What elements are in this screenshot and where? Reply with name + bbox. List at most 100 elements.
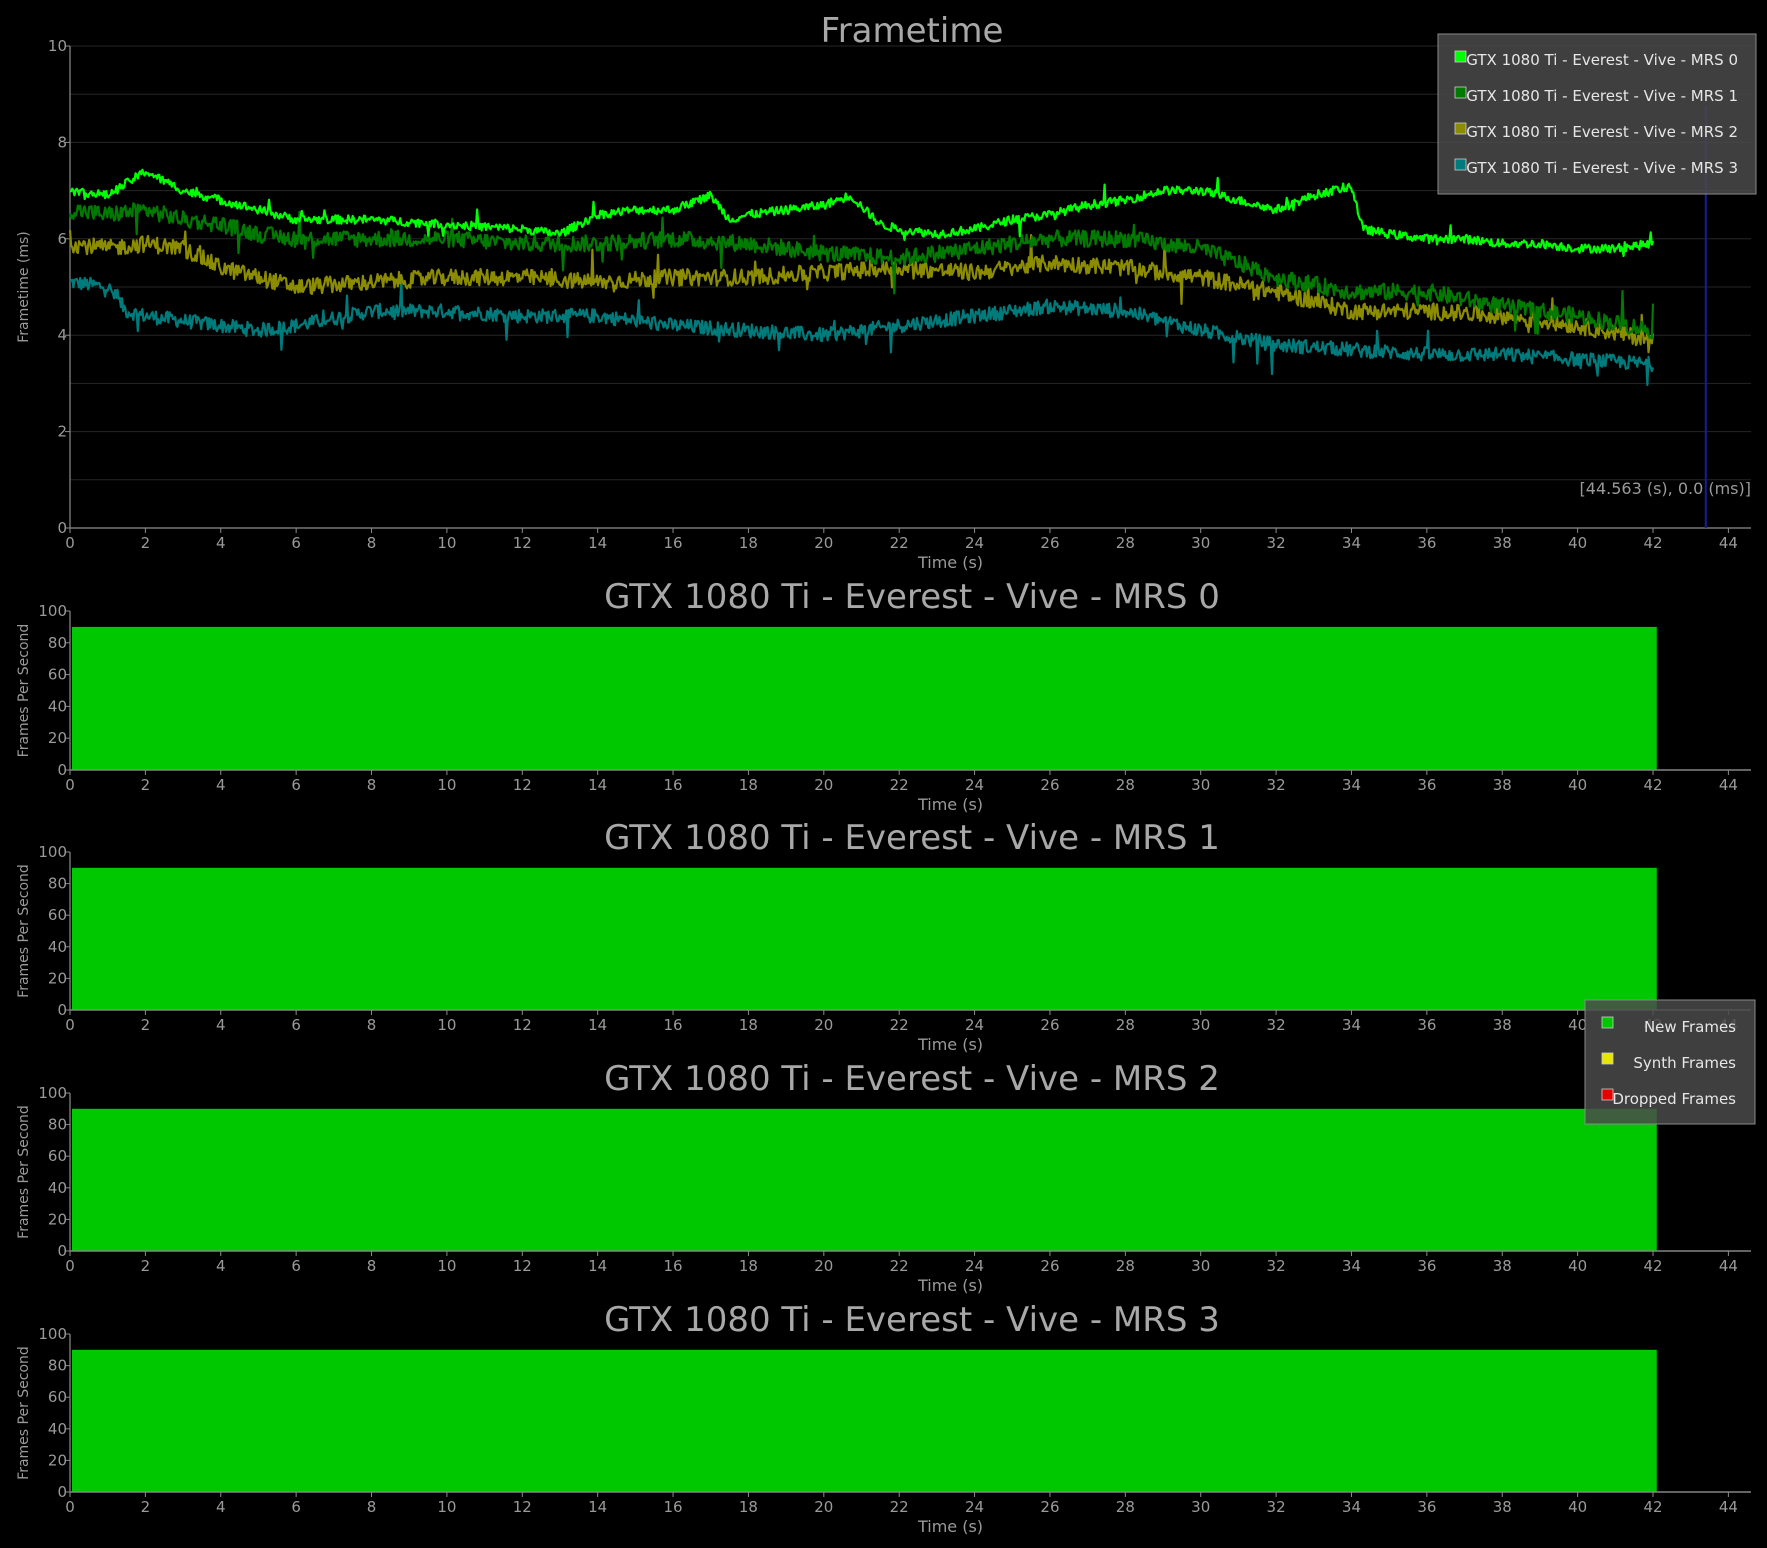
x-tick-label: 26	[1040, 534, 1059, 552]
y-axis-label: Frames Per Second	[16, 864, 32, 998]
x-tick-label: 30	[1191, 776, 1210, 794]
fps-chart-mrs-1: 0246810121416182022242628303234363840424…	[16, 818, 1751, 1054]
x-tick-label: 44	[1719, 1257, 1738, 1275]
x-tick-label: 32	[1267, 1016, 1286, 1034]
x-tick-label: 2	[141, 534, 151, 552]
x-tick-label: 4	[216, 1257, 226, 1275]
x-tick-label: 6	[291, 1498, 301, 1516]
x-tick-label: 44	[1719, 1498, 1738, 1516]
y-tick-label: 6	[57, 230, 67, 248]
x-tick-label: 24	[965, 534, 984, 552]
x-tick-label: 28	[1116, 534, 1135, 552]
x-axis-label: Time (s)	[917, 1276, 983, 1295]
x-axis-label: Time (s)	[917, 553, 983, 572]
x-tick-label: 38	[1493, 1016, 1512, 1034]
x-tick-label: 0	[65, 1498, 75, 1516]
y-tick-label: 80	[48, 1357, 67, 1375]
y-axis-label: Frames Per Second	[16, 1105, 32, 1239]
x-tick-label: 34	[1342, 1016, 1361, 1034]
x-tick-label: 4	[216, 534, 226, 552]
x-tick-label: 28	[1116, 1016, 1135, 1034]
legend-label: GTX 1080 Ti - Everest - Vive - MRS 1	[1466, 87, 1738, 105]
x-tick-label: 32	[1267, 776, 1286, 794]
x-tick-label: 22	[890, 1498, 909, 1516]
fps-area-new-frames	[72, 1349, 1657, 1492]
x-tick-label: 24	[965, 776, 984, 794]
x-tick-label: 38	[1493, 534, 1512, 552]
y-tick-label: 60	[48, 906, 67, 924]
x-axis-label: Time (s)	[917, 1517, 983, 1536]
y-tick-label: 80	[48, 1116, 67, 1134]
x-tick-label: 14	[588, 1498, 607, 1516]
x-tick-label: 12	[513, 1257, 532, 1275]
x-tick-label: 30	[1191, 534, 1210, 552]
y-tick-label: 0	[57, 1242, 67, 1260]
y-tick-label: 20	[48, 1210, 67, 1228]
x-tick-label: 42	[1643, 776, 1662, 794]
x-tick-label: 20	[814, 776, 833, 794]
y-axis-label: Frames Per Second	[16, 1346, 32, 1480]
x-tick-label: 34	[1342, 1257, 1361, 1275]
x-tick-label: 22	[890, 1016, 909, 1034]
x-tick-label: 4	[216, 776, 226, 794]
x-tick-label: 2	[141, 1498, 151, 1516]
y-tick-label: 40	[48, 1179, 67, 1197]
x-tick-label: 44	[1719, 534, 1738, 552]
y-tick-label: 2	[57, 423, 67, 441]
x-tick-label: 8	[367, 1498, 377, 1516]
x-tick-label: 6	[291, 776, 301, 794]
y-tick-label: 100	[38, 1325, 67, 1343]
series-line-mrs-0	[69, 168, 1655, 258]
y-tick-label: 40	[48, 938, 67, 956]
x-tick-label: 22	[890, 776, 909, 794]
x-axis-label: Time (s)	[917, 1035, 983, 1054]
series-line-mrs-2	[68, 230, 1655, 354]
chart-title: GTX 1080 Ti - Everest - Vive - MRS 0	[604, 577, 1220, 617]
legend-swatch	[1454, 158, 1467, 171]
x-tick-label: 38	[1493, 1257, 1512, 1275]
x-tick-label: 10	[437, 534, 456, 552]
x-tick-label: 10	[437, 1498, 456, 1516]
x-tick-label: 18	[739, 1257, 758, 1275]
x-tick-label: 16	[664, 776, 683, 794]
cursor-readout: [44.563 (s), 0.0 (ms)]	[1580, 479, 1751, 498]
y-tick-label: 0	[57, 761, 67, 779]
x-tick-label: 10	[437, 776, 456, 794]
x-tick-label: 36	[1417, 1498, 1436, 1516]
y-tick-label: 80	[48, 634, 67, 652]
fps-chart-mrs-0: 0 2 4 6 8 10 12 14 16 18 20 22 24 26 28 30 32 34 36 38 40 42 4…	[16, 577, 1751, 814]
frame-type-legend[interactable]: New Frames Synth Frames Dropped Frames	[1584, 999, 1756, 1125]
x-tick-label: 6	[291, 1257, 301, 1275]
y-tick-label: 0	[57, 1483, 67, 1501]
x-tick-label: 18	[739, 1498, 758, 1516]
x-tick-label: 24	[965, 1257, 984, 1275]
y-tick-label: 60	[48, 666, 67, 684]
legend-swatch	[1601, 1052, 1614, 1065]
y-tick-label: 100	[38, 843, 67, 861]
x-tick-label: 44	[1719, 776, 1738, 794]
legend-swatch	[1454, 122, 1467, 135]
y-tick-label: 60	[48, 1147, 67, 1165]
series-line-mrs-1	[68, 202, 1655, 340]
x-tick-label: 26	[1040, 776, 1059, 794]
legend-label: GTX 1080 Ti - Everest - Vive - MRS 2	[1466, 123, 1738, 141]
x-tick-label: 36	[1417, 534, 1436, 552]
frametime-legend[interactable]: GTX 1080 Ti - Everest - Vive - MRS 0 GTX …	[1437, 33, 1757, 195]
x-tick-label: 30	[1191, 1257, 1210, 1275]
x-tick-label: 6	[291, 534, 301, 552]
y-tick-label: 0	[57, 519, 67, 537]
x-tick-label: 12	[513, 534, 532, 552]
x-tick-label: 14	[588, 1257, 607, 1275]
x-tick-label: 0	[65, 1016, 75, 1034]
x-tick-label: 18	[739, 776, 758, 794]
x-tick-label: 8	[367, 534, 377, 552]
x-tick-label: 2	[141, 1016, 151, 1034]
x-tick-label: 10	[437, 1016, 456, 1034]
chart-title: GTX 1080 Ti - Everest - Vive - MRS 3	[604, 1300, 1220, 1340]
y-tick-label: 20	[48, 729, 67, 747]
x-tick-label: 30	[1191, 1498, 1210, 1516]
legend-label: GTX 1080 Ti - Everest - Vive - MRS 0	[1466, 51, 1738, 69]
chart-title: GTX 1080 Ti - Everest - Vive - MRS 2	[604, 1059, 1220, 1099]
x-tick-label: 16	[664, 1016, 683, 1034]
x-tick-label: 30	[1191, 1016, 1210, 1034]
